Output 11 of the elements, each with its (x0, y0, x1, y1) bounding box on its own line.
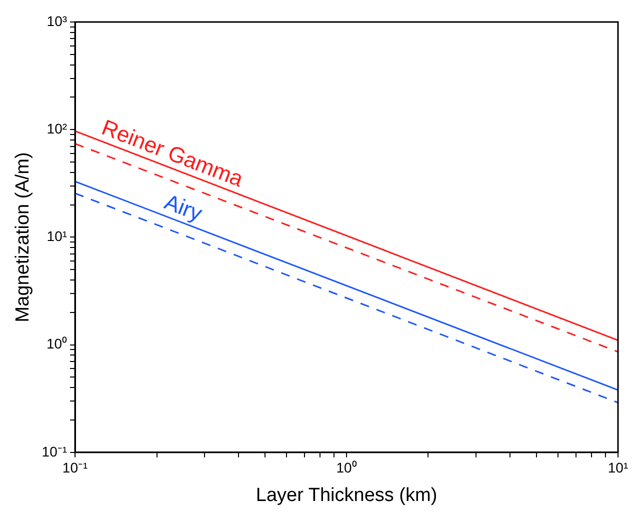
y-tick-label: 10⁻¹ (42, 443, 68, 460)
y-axis-title: Magnetization (A/m) (12, 152, 34, 322)
y-tick-label: 10³ (46, 12, 68, 29)
text: Airy (161, 189, 206, 226)
x-axis-title: Layer Thickness (km) (256, 484, 438, 506)
y-tick-label: 10² (46, 120, 68, 136)
x-tick-label: 10⁰ (336, 460, 357, 476)
y-tick-label: 10¹ (46, 228, 68, 244)
x-tick-label: 10¹ (608, 460, 628, 476)
y-tick-label: 10⁰ (46, 336, 68, 352)
x-tick-label: 10⁻¹ (62, 460, 88, 476)
